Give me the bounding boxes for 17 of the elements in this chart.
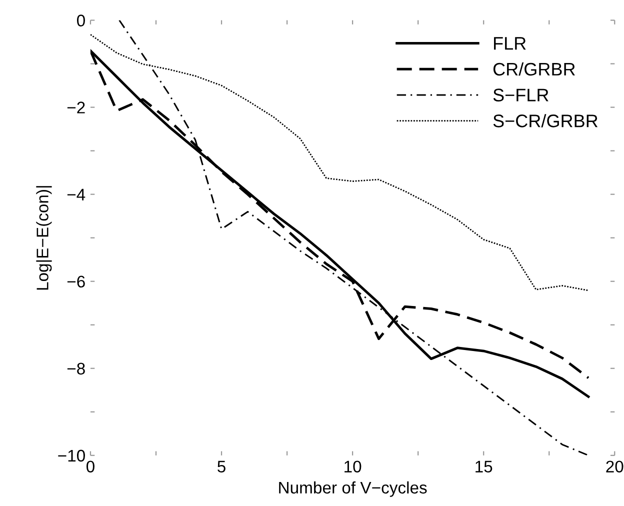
legend-label: S−CR/GRBR bbox=[493, 114, 598, 128]
y-tick-label: −8 bbox=[67, 362, 85, 375]
x-axis-title: Number of V−cycles bbox=[279, 481, 427, 497]
legend-label: FLR bbox=[494, 37, 526, 50]
x-tick-label: 15 bbox=[476, 460, 492, 473]
x-tick-label: 5 bbox=[218, 460, 226, 473]
y-tick-label: −10 bbox=[58, 450, 85, 462]
y-tick-label: 0 bbox=[77, 14, 85, 26]
legend-label: S−FLR bbox=[493, 88, 548, 102]
y-tick-label: −4 bbox=[67, 188, 86, 200]
legend-label: CR/GRBR bbox=[493, 62, 575, 76]
y-tick-label: −6 bbox=[67, 276, 85, 288]
x-tick-label: 0 bbox=[86, 460, 94, 473]
x-tick-label: 10 bbox=[344, 460, 362, 473]
y-axis-title: Log|E−E(con)| bbox=[36, 186, 52, 290]
x-tick-label: 20 bbox=[606, 460, 624, 473]
y-tick-label: −2 bbox=[67, 102, 85, 114]
